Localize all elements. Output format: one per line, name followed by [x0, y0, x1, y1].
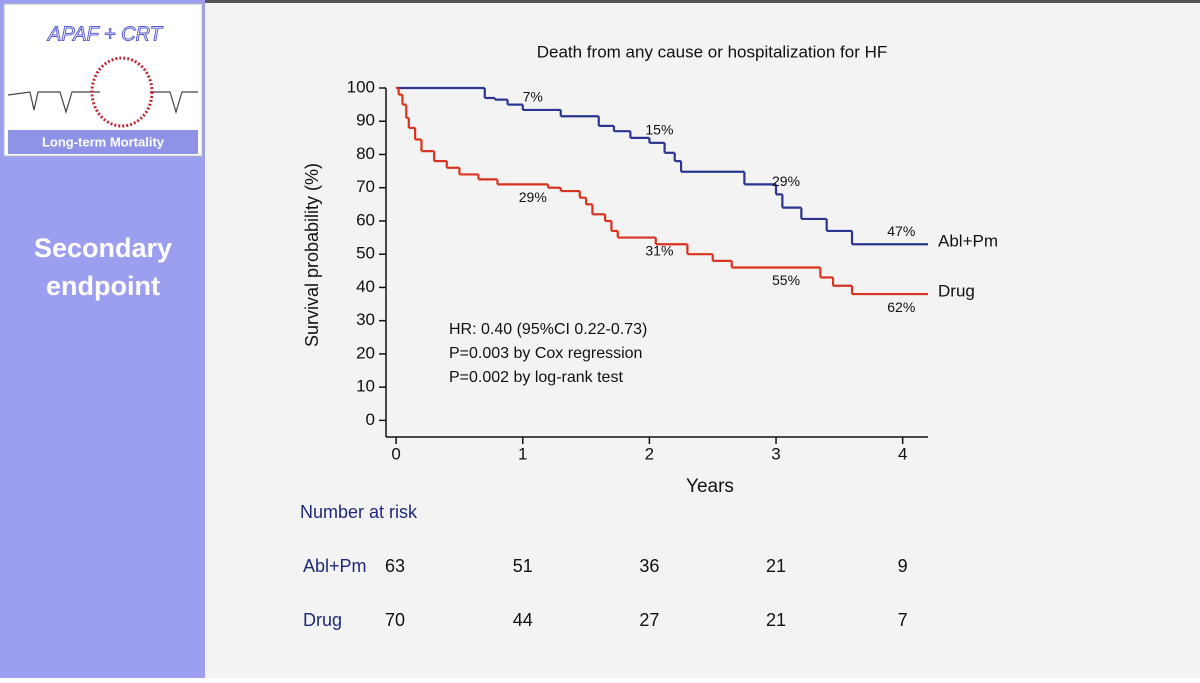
risk-count: 36	[639, 556, 659, 576]
x-tick-label: 1	[518, 444, 527, 463]
x-tick-label: 0	[391, 444, 400, 463]
event-label: 29%	[519, 189, 547, 205]
risk-count: 51	[513, 556, 533, 576]
risk-table-title: Number at risk	[300, 502, 418, 522]
y-tick-label: 10	[356, 377, 375, 396]
section-title: Secondary	[34, 233, 172, 263]
logo-band	[8, 130, 198, 154]
risk-count: 9	[898, 556, 908, 576]
x-tick-label: 2	[645, 444, 654, 463]
heart-icon	[90, 56, 154, 128]
risk-count: 7	[898, 610, 908, 630]
x-tick-label: 4	[898, 444, 907, 463]
chart-title: Death from any cause or hospitalization …	[537, 42, 888, 61]
event-label: 15%	[645, 122, 673, 138]
y-tick-label: 0	[366, 410, 375, 429]
event-label: 29%	[772, 173, 800, 189]
section-title: endpoint	[46, 271, 160, 301]
y-tick-label: 50	[356, 244, 375, 263]
y-tick-label: 20	[356, 343, 375, 362]
y-tick-label: 90	[356, 111, 375, 130]
event-label: 7%	[523, 89, 543, 105]
event-label: 47%	[887, 223, 915, 239]
x-tick-label: 3	[771, 444, 780, 463]
risk-count: 27	[639, 610, 659, 630]
risk-count: 70	[385, 610, 405, 630]
y-tick-label: 100	[347, 77, 375, 96]
y-tick-label: 70	[356, 177, 375, 196]
y-tick-label: 60	[356, 210, 375, 229]
series-label: Abl+Pm	[938, 232, 998, 251]
risk-count: 63	[385, 556, 405, 576]
event-label: 55%	[772, 272, 800, 288]
top-bar	[0, 0, 1200, 3]
risk-count: 44	[513, 610, 533, 630]
logo-title: APAF + CRT	[47, 23, 164, 45]
y-tick-label: 40	[356, 277, 375, 296]
annotation: HR: 0.40 (95%CI 0.22-0.73)	[449, 321, 647, 338]
risk-row-label: Drug	[303, 610, 342, 630]
y-axis-label: Survival probability (%)	[302, 163, 322, 347]
annotation: P=0.003 by Cox regression	[449, 345, 642, 362]
annotation: P=0.002 by log-rank test	[449, 369, 623, 386]
x-axis-label: Years	[686, 476, 734, 497]
event-label: 62%	[887, 299, 915, 315]
risk-row-label: Abl+Pm	[303, 556, 367, 576]
risk-count: 21	[766, 556, 786, 576]
event-label: 31%	[645, 242, 673, 258]
series-label: Drug	[938, 282, 975, 301]
y-tick-label: 30	[356, 310, 375, 329]
risk-count: 21	[766, 610, 786, 630]
logo-subtitle: Long-term Mortality	[42, 134, 165, 149]
y-tick-label: 80	[356, 144, 375, 163]
ecg-trace	[7, 91, 198, 115]
